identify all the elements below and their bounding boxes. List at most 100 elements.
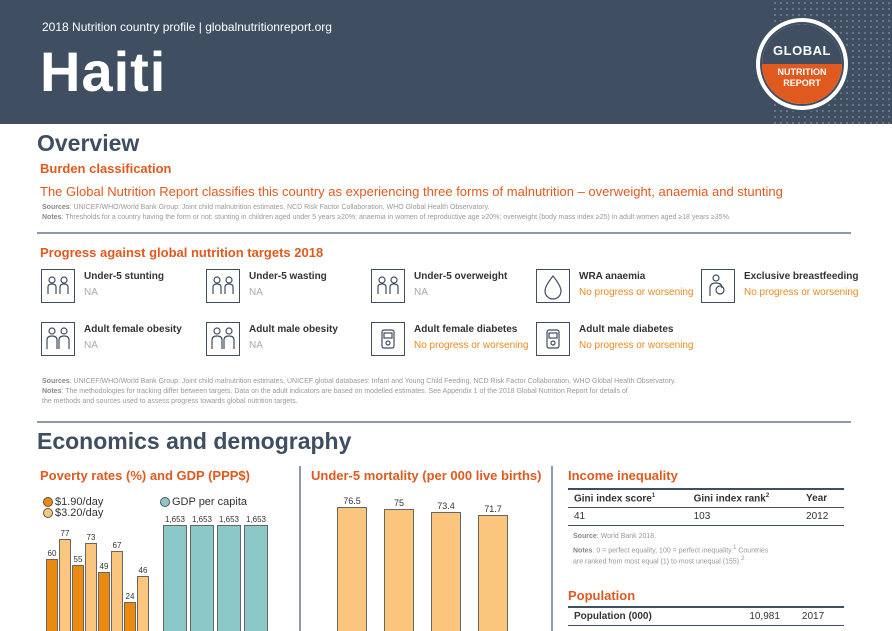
poverty-bar — [46, 559, 58, 631]
table-row: Population (000) 10,981 2017 — [568, 606, 844, 626]
poverty-bar-label: 24 — [125, 592, 135, 602]
target-status: NA — [84, 287, 98, 298]
poverty-bar — [111, 550, 123, 631]
population-table: Population (000) 10,981 2017 — [568, 606, 844, 626]
target-exclusive-breastfeeding: Exclusive breastfeeding No progress or wo… — [701, 269, 861, 309]
col-gini-score: Gini index score1 — [568, 488, 688, 509]
gdp-bar-label: 1,653 — [164, 515, 186, 524]
logo-bottom-text: NUTRITION REPORT — [762, 64, 842, 104]
header-subtitle: 2018 Nutrition country profile | globaln… — [42, 20, 332, 34]
mortality-bar-label: 75 — [393, 498, 404, 509]
poverty-bar-label: 46 — [138, 565, 148, 575]
logo-top-text: GLOBAL — [762, 24, 842, 64]
target-status: NA — [249, 340, 263, 351]
poverty-bar — [59, 538, 71, 631]
gdp-bar-label: 1,653 — [191, 515, 213, 524]
gnr-logo: GLOBAL NUTRITION REPORT — [756, 18, 848, 110]
col-year: Year — [800, 488, 844, 509]
poverty-heading: Poverty rates (%) and GDP (PPP$) — [40, 468, 250, 483]
blood-drop-icon — [536, 269, 570, 303]
target-adult-female-diabetes: Adult female diabetes No progress or wors… — [371, 322, 531, 362]
legend-gdp: GDP per capita — [160, 496, 247, 508]
target-status: No progress or worsening — [414, 340, 529, 351]
target-under-5-wasting: Under-5 wasting NA — [206, 269, 366, 309]
poverty-bar-label: 60 — [47, 549, 57, 558]
breastfeeding-icon — [701, 269, 735, 303]
target-name: Under-5 stunting — [84, 271, 164, 282]
target-under-5-overweight: Under-5 overweight NA — [371, 269, 531, 309]
legend-swatch — [43, 497, 53, 508]
legend-320: $3.20/day — [43, 507, 103, 519]
progress-heading: Progress against global nutrition target… — [40, 245, 324, 260]
poverty-bar-label: 49 — [99, 562, 109, 572]
mortality-bar — [337, 507, 367, 631]
legend-swatch — [43, 508, 53, 519]
target-adult-female-obesity: Adult female obesity NA — [41, 322, 201, 362]
mortality-bar-label: 76.5 — [343, 496, 361, 506]
income-notes-line2: are ranked from most equal (1) to most u… — [573, 556, 745, 566]
poverty-bar-label: 55 — [73, 555, 83, 564]
target-name: Adult female obesity — [84, 324, 182, 335]
gdp-bar — [244, 525, 268, 631]
income-source: Source: World Bank 2018. — [573, 533, 657, 540]
target-under-5-stunting: Under-5 stunting NA — [41, 269, 201, 309]
page-header: 2018 Nutrition country profile | globaln… — [0, 0, 892, 124]
poverty-bar — [124, 602, 136, 631]
overview-notes: Notes: Thresholds for a country having t… — [42, 214, 731, 221]
children-icon — [371, 269, 405, 303]
target-name: Under-5 wasting — [249, 271, 327, 282]
progress-notes: Notes: The methodologies for tracking di… — [42, 388, 628, 395]
divider — [37, 421, 851, 423]
poverty-bar-label: 67 — [112, 540, 122, 550]
children-icon — [41, 269, 75, 303]
mortality-heading: Under-5 mortality (per 000 live births) — [311, 468, 542, 483]
burden-statement: The Global Nutrition Report classifies t… — [40, 184, 783, 199]
overview-title: Overview — [37, 130, 140, 156]
poverty-bar — [72, 565, 84, 631]
divider — [37, 232, 851, 234]
column-divider — [551, 466, 553, 631]
target-name: Under-5 overweight — [414, 271, 508, 282]
mortality-bar — [384, 509, 414, 631]
gdp-bar — [163, 525, 187, 631]
income-heading: Income inequality — [568, 468, 678, 483]
progress-sources: Sources: UNICEF/WHO/World Bank Group: Jo… — [42, 378, 676, 385]
table-row: 41 103 2012 — [568, 507, 844, 527]
burden-heading: Burden classification — [40, 161, 172, 176]
target-status: NA — [84, 340, 98, 351]
economics-title: Economics and demography — [37, 428, 352, 454]
mortality-bar — [431, 512, 461, 631]
col-gini-rank: Gini index rank2 — [687, 488, 801, 509]
adults-icon — [206, 322, 240, 356]
children-icon — [206, 269, 240, 303]
target-adult-male-obesity: Adult male obesity NA — [206, 322, 366, 362]
income-table: Gini index score1 Gini index rank2 Year … — [568, 488, 844, 527]
poverty-bar-label: 77 — [60, 528, 70, 538]
target-name: Exclusive breastfeeding — [744, 271, 859, 282]
mortality-chart: 76.5 75 73.4 71.7 — [311, 495, 541, 631]
target-name: Adult male obesity — [249, 324, 338, 335]
glucose-meter-icon — [536, 322, 570, 356]
target-status: NA — [414, 287, 428, 298]
legend-190: $1.90/day — [43, 496, 103, 508]
legend-swatch — [160, 497, 170, 508]
mortality-bar — [478, 514, 508, 631]
adults-icon — [41, 322, 75, 356]
country-title: Haiti — [40, 40, 167, 103]
poverty-bar-label: 73 — [86, 533, 96, 543]
population-heading: Population — [568, 588, 636, 603]
mortality-bar-label: 71.7 — [484, 503, 502, 514]
glucose-meter-icon — [371, 322, 405, 356]
gdp-bar — [190, 525, 214, 631]
target-name: WRA anaemia — [579, 271, 646, 282]
income-notes: Notes: 0 = perfect equality, 100 = perfe… — [573, 545, 769, 555]
overview-sources: Sources: UNICEF/WHO/World Bank Group: Jo… — [42, 204, 490, 211]
target-status: No progress or worsening — [744, 287, 859, 298]
mortality-bar-label: 73.4 — [437, 501, 455, 512]
gdp-bar-label: 1,653 — [245, 515, 267, 524]
target-name: Adult male diabetes — [579, 324, 674, 335]
column-divider — [299, 466, 301, 631]
target-status: No progress or worsening — [579, 287, 694, 298]
target-status: NA — [249, 287, 263, 298]
gdp-bar — [217, 525, 241, 631]
